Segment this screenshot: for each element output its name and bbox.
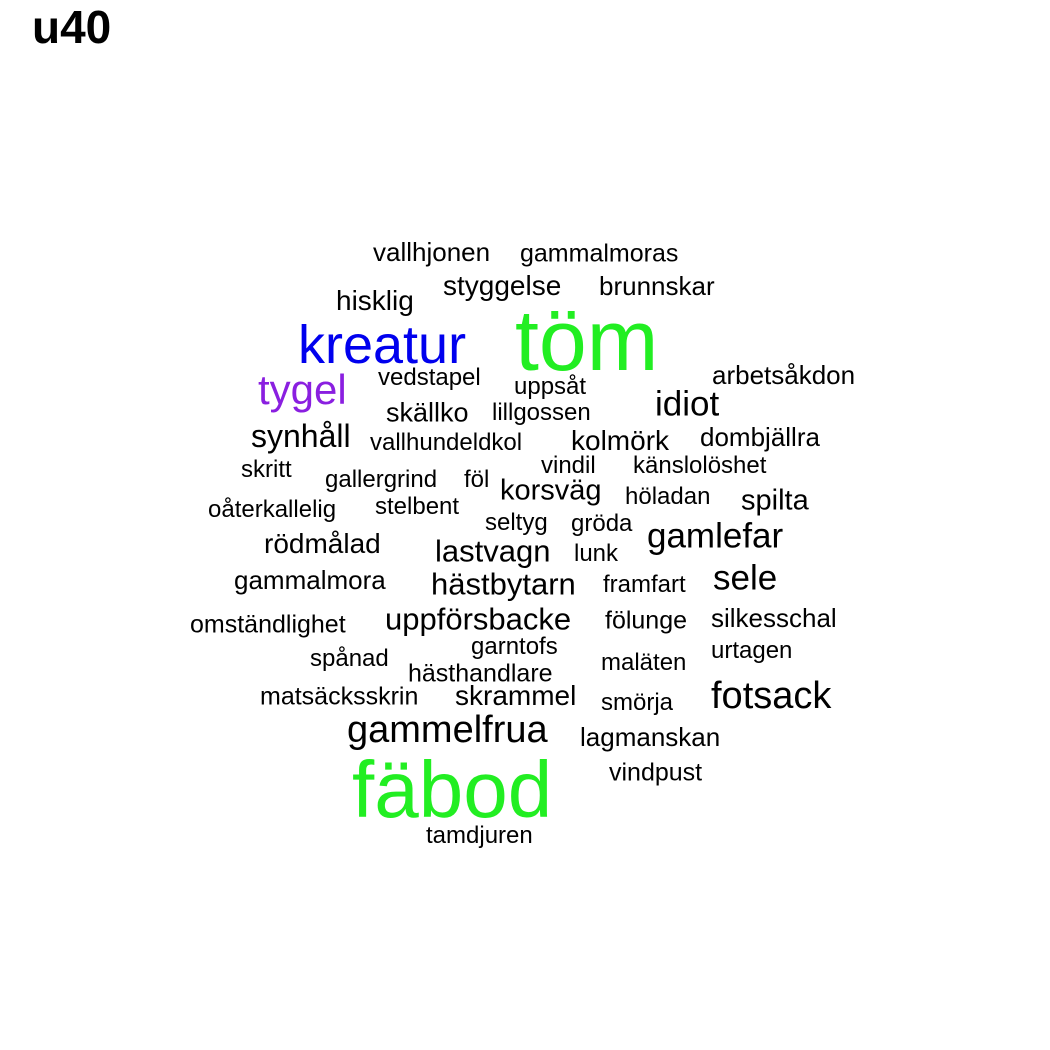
word-oaterkallelig: oåterkallelig <box>208 496 337 523</box>
page-title: u40 <box>32 1 112 53</box>
word-lunk: lunk <box>574 540 619 567</box>
word-garntofs: garntofs <box>471 633 558 660</box>
word-tygel: tygel <box>258 366 347 413</box>
word-gallergrind: gallergrind <box>325 466 438 493</box>
word-uppforsbacke: uppförsbacke <box>385 601 572 637</box>
word-holadan: höladan <box>625 483 711 510</box>
word-gamlefar: gamlefar <box>647 516 784 556</box>
word-lastvagn: lastvagn <box>435 533 551 569</box>
word-skrammel: skrammel <box>455 680 577 711</box>
word-gammalmora: gammalmora <box>234 565 386 595</box>
word-vindpust: vindpust <box>609 758 703 787</box>
word-sele: sele <box>713 558 778 598</box>
word-skritt: skritt <box>241 456 292 483</box>
word-fol: föl <box>464 466 490 493</box>
word-korsvag: korsväg <box>500 474 602 507</box>
word-tom: töm <box>515 293 659 389</box>
word-malaten: maläten <box>601 649 687 676</box>
word-synhall: synhåll <box>251 418 351 454</box>
word-groda: gröda <box>571 510 633 537</box>
word-folunge: fölunge <box>605 606 688 635</box>
word-tamdjuren: tamdjuren <box>426 822 533 849</box>
word-kansloloshet: känslolöshet <box>633 452 767 479</box>
word-rodmalad: rödmålad <box>264 528 381 559</box>
word-kolmork: kolmörk <box>571 425 670 456</box>
word-seltyg: seltyg <box>485 509 548 536</box>
word-kreatur: kreatur <box>298 315 467 375</box>
word-vedstapel: vedstapel <box>378 364 481 391</box>
word-silkesschal: silkesschal <box>711 603 837 633</box>
word-vallhjonen: vallhjonen <box>373 237 491 267</box>
word-smorja: smörja <box>601 689 674 716</box>
word-styggelse: styggelse <box>443 270 562 301</box>
word-lillgossen: lillgossen <box>492 399 591 426</box>
word-spanad: spånad <box>310 645 389 672</box>
word-vindil: vindil <box>541 452 596 479</box>
word-urtagen: urtagen <box>711 637 793 664</box>
word-hisklig: hisklig <box>336 285 414 316</box>
word-fabod: fäbod <box>352 745 553 834</box>
word-vallhundeldkol: vallhundeldkol <box>370 429 523 456</box>
word-hastbytarn: hästbytarn <box>431 566 576 602</box>
word-omstandlighet: omständlighet <box>190 610 346 639</box>
word-lagmanskan: lagmanskan <box>580 722 721 752</box>
word-uppsat: uppsåt <box>514 373 587 400</box>
word-idiot: idiot <box>655 384 720 424</box>
word-dombjallra: dombjällra <box>700 422 820 452</box>
word-spilta: spilta <box>741 484 809 517</box>
word-brunnskar: brunnskar <box>599 271 715 301</box>
word-matsacksskrin: matsäcksskrin <box>260 682 419 711</box>
word-skallko: skällko <box>386 397 469 428</box>
word-arbetsakdon: arbetsåkdon <box>712 360 856 390</box>
word-hasthandlare: hästhandlare <box>408 659 553 688</box>
word-stelbent: stelbent <box>375 493 460 520</box>
word-gammalmoras: gammalmoras <box>520 239 679 268</box>
word-fotsack: fotsack <box>711 675 832 717</box>
word-gammelfrua: gammelfrua <box>347 709 548 751</box>
word-framfart: framfart <box>603 571 686 598</box>
